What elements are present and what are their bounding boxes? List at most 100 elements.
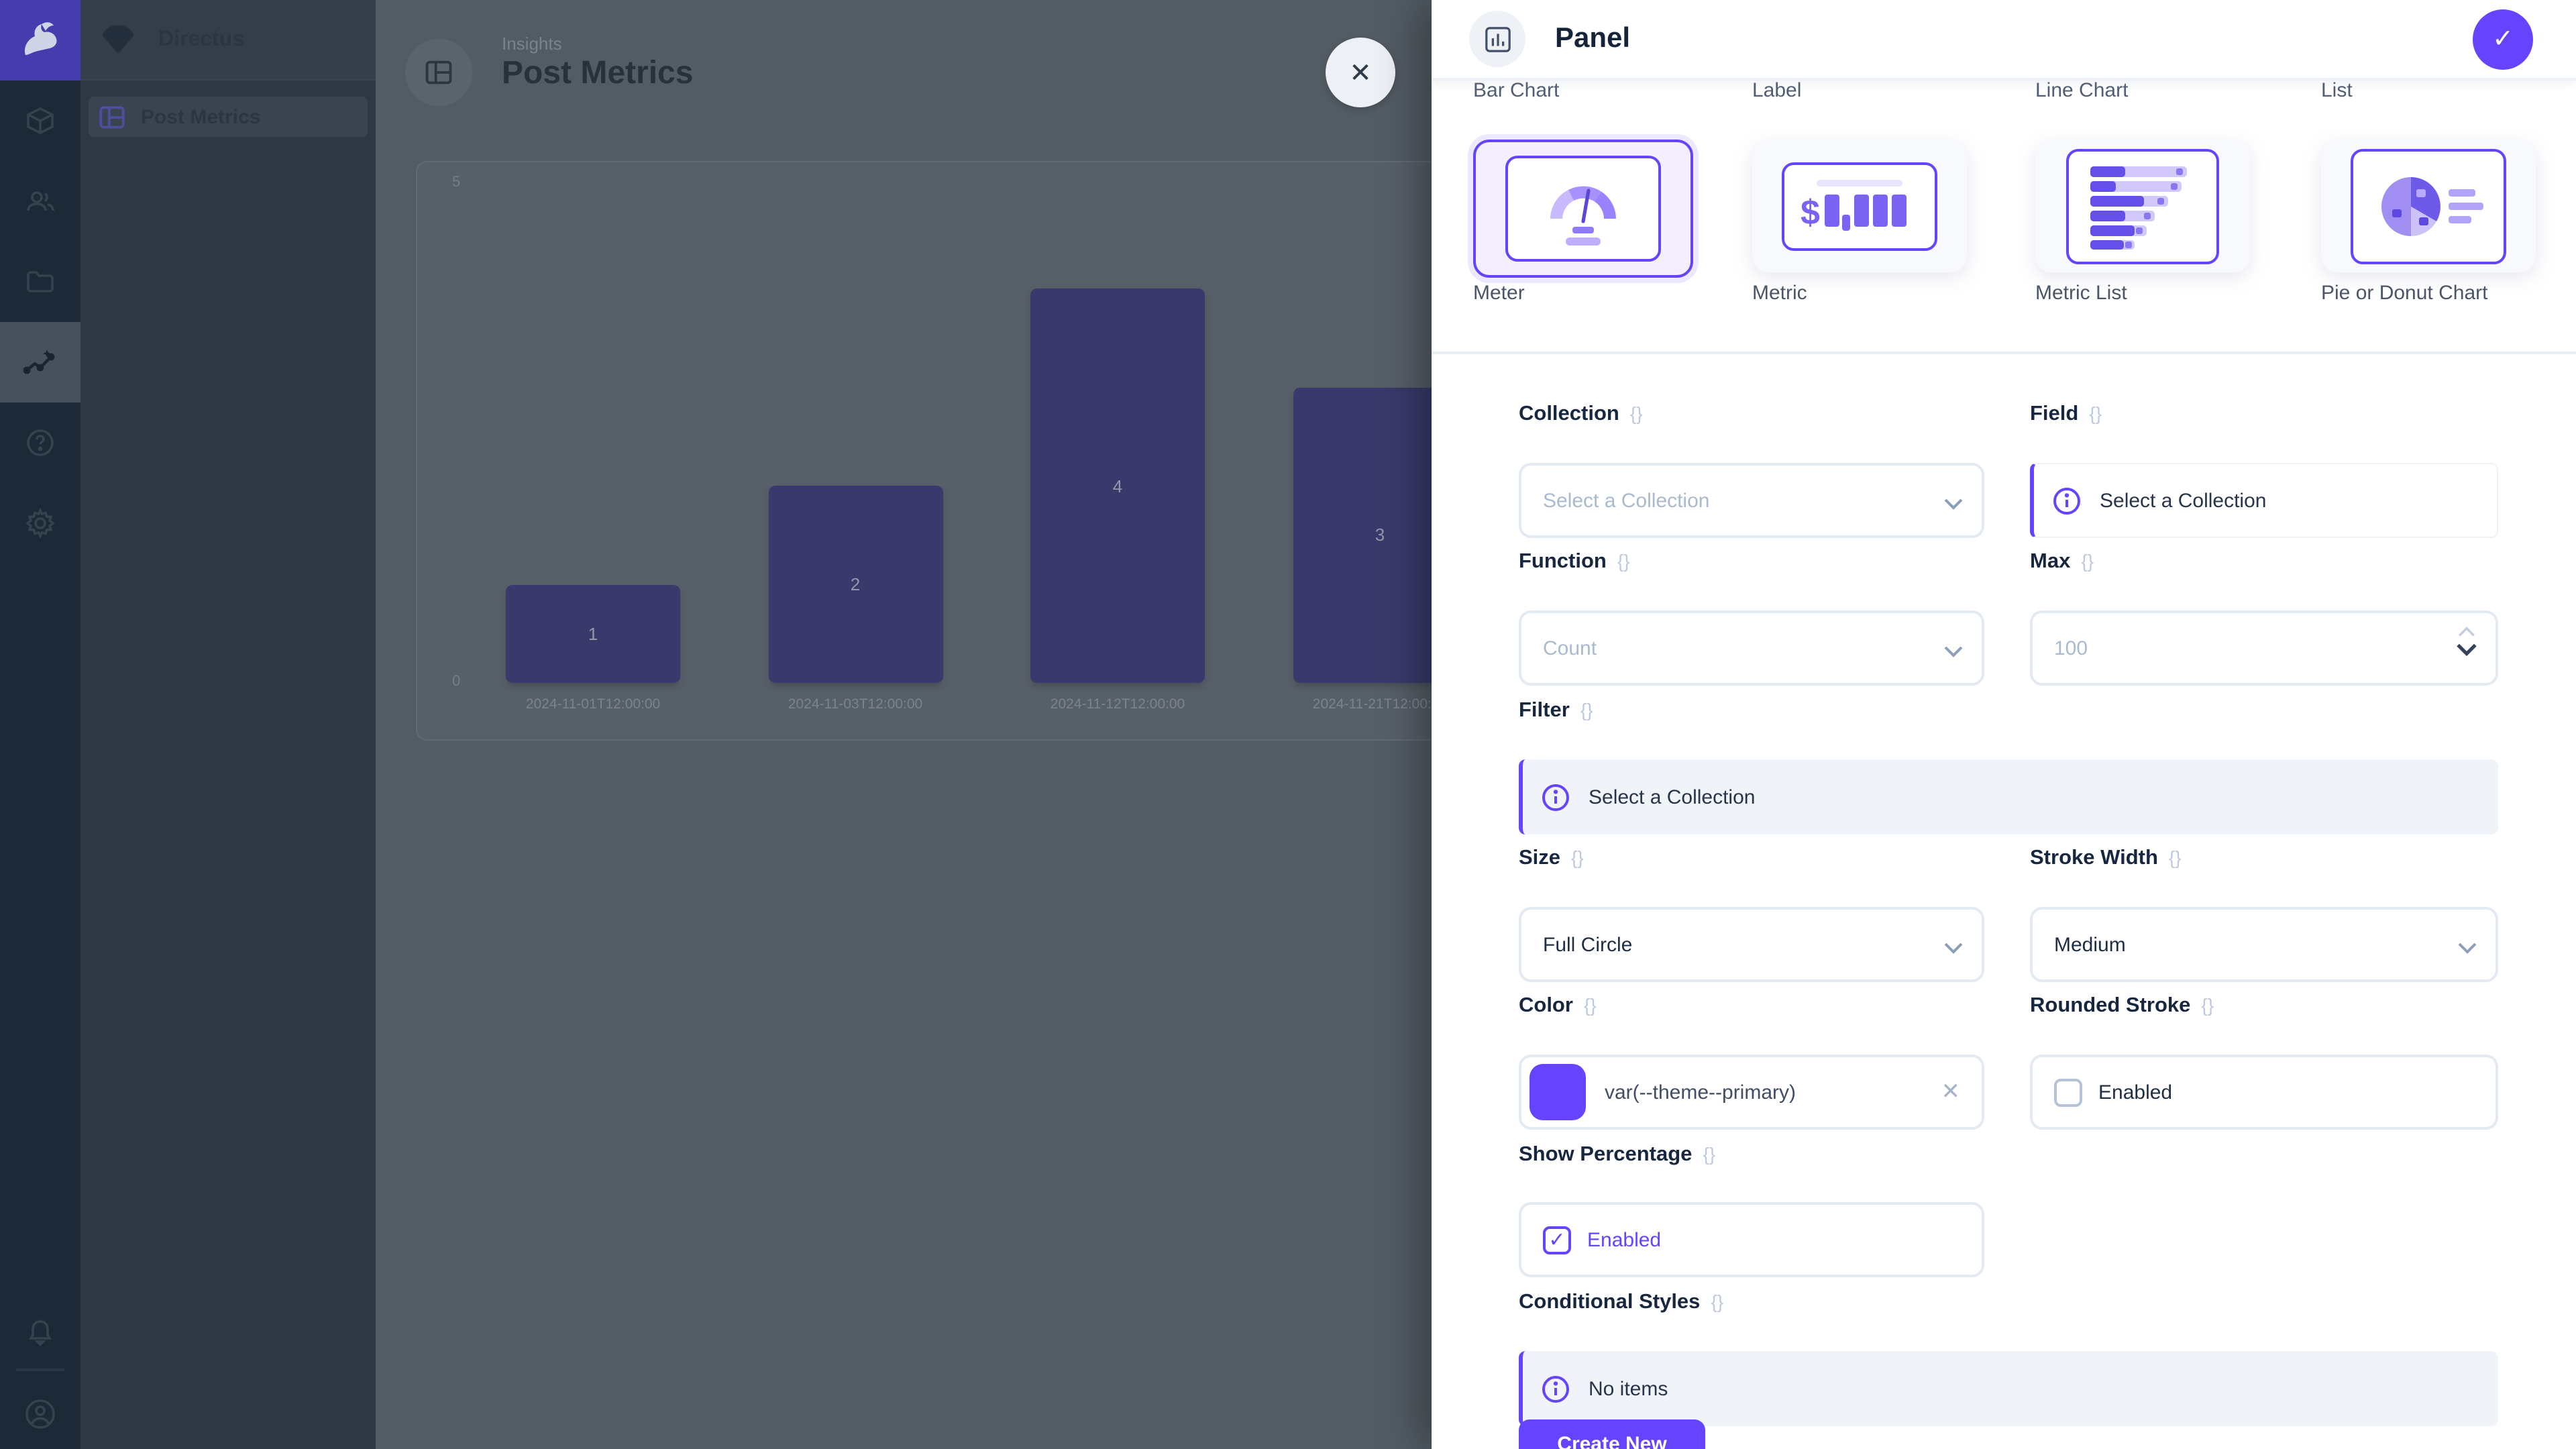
bar-value-label: 4 (1112, 476, 1123, 496)
bar-value-label: 1 (588, 623, 598, 644)
field-label-conditional-styles: Conditional Styles{} (1519, 1291, 1724, 1313)
sidebar-item-post-metrics[interactable]: Post Metrics (89, 97, 368, 137)
raw-value-icon[interactable]: {} (2081, 550, 2094, 572)
module-help[interactable] (0, 402, 80, 483)
notifications-button[interactable] (0, 1296, 80, 1371)
panel-type-card-metric[interactable]: $ (1752, 140, 1967, 272)
info-icon (1542, 1375, 1570, 1403)
directus-rabbit-icon (24, 22, 57, 55)
raw-value-icon[interactable]: {} (1703, 1143, 1716, 1165)
checkbox-checked[interactable]: ✓ (1543, 1226, 1571, 1254)
raw-value-icon[interactable]: {} (1617, 550, 1630, 572)
help-icon (27, 429, 54, 456)
module-insights[interactable] (0, 322, 80, 402)
y-axis-tick-max: 5 (452, 174, 461, 191)
panel-type-label: Meter (1473, 282, 1525, 305)
module-files[interactable] (0, 241, 80, 322)
bar-chart-plot: 1 2024-11-01T12:00:00 2 2024-11-03T12:00:00… (417, 162, 1598, 739)
collection-select[interactable]: Select a Collection (1519, 463, 1984, 538)
metric-icon: $ (1801, 179, 1907, 231)
project-name: Directus (158, 28, 245, 50)
chevron-down-icon (1944, 492, 1963, 517)
panel-type-caption: Line Chart (2035, 79, 2129, 102)
directus-logo-tile[interactable] (0, 0, 80, 80)
field-label-stroke-width: Stroke Width{} (2030, 847, 2182, 869)
module-bar (0, 0, 80, 1449)
panel-type-label: Metric (1752, 282, 1807, 305)
x-axis-label: 2024-11-01T12:00:00 (525, 696, 661, 712)
project-header[interactable]: Directus (80, 0, 376, 80)
drawer-header: Panel ✓ (1432, 0, 2576, 80)
conditional-styles-notice: No items (1519, 1351, 2498, 1426)
color-swatch[interactable] (1529, 1064, 1586, 1120)
svg-text:$: $ (1801, 193, 1820, 231)
color-input[interactable]: var(--theme--primary) ✕ (1519, 1055, 1984, 1130)
pie-donut-icon (2381, 176, 2483, 235)
y-axis-tick-min: 0 (452, 674, 461, 690)
dashboard-header: Insights Post Metrics ✕ (376, 0, 2576, 145)
dashboard-icon-button[interactable] (405, 39, 472, 106)
module-users[interactable] (0, 161, 80, 241)
clear-color-icon[interactable]: ✕ (1941, 1079, 1961, 1104)
stepper-down-icon[interactable] (2457, 643, 2477, 656)
bar: 2 (768, 486, 943, 683)
panel-icon-circle (1469, 11, 1525, 67)
info-icon (2053, 486, 2081, 515)
raw-value-icon[interactable]: {} (1629, 402, 1643, 424)
field-label-rounded-stroke: Rounded Stroke{} (2030, 994, 2214, 1017)
raw-value-icon[interactable]: {} (1571, 847, 1584, 868)
field-label-max: Max{} (2030, 550, 2094, 573)
module-bar-divider (16, 1368, 64, 1371)
breadcrumb: Insights (502, 34, 562, 54)
project-logo-icon (102, 25, 134, 52)
raw-value-icon[interactable]: {} (2168, 847, 2182, 868)
bar-value-label: 3 (1375, 525, 1385, 545)
field-notice: Select a Collection (2030, 463, 2498, 538)
show-percentage-checkbox-field[interactable]: ✓ Enabled (1519, 1202, 1984, 1277)
user-menu-button[interactable] (0, 1379, 80, 1449)
panel-chart-icon (1485, 26, 1510, 52)
module-settings[interactable] (0, 483, 80, 564)
size-select[interactable]: Full Circle (1519, 907, 1984, 982)
save-panel-button[interactable]: ✓ (2473, 9, 2533, 70)
meter-icon (1550, 185, 1616, 245)
field-label-collection: Collection{} (1519, 402, 1643, 425)
raw-value-icon[interactable]: {} (2089, 402, 2102, 424)
raw-value-icon[interactable]: {} (2201, 994, 2214, 1016)
stepper-up-icon[interactable] (2458, 627, 2475, 637)
insights-sparkline-icon (23, 350, 55, 374)
raw-value-icon[interactable]: {} (1583, 994, 1597, 1016)
close-drawer-button[interactable]: ✕ (1326, 38, 1395, 107)
panel-type-caption: Bar Chart (1473, 79, 1560, 102)
field-label-filter: Filter{} (1519, 699, 1593, 722)
bar-chart-panel[interactable]: 5 0 1 2024-11-01T12:00:00 2 2024-11-03T12:0… (416, 161, 1599, 741)
raw-value-icon[interactable]: {} (1711, 1291, 1724, 1312)
field-label-color: Color{} (1519, 994, 1597, 1017)
rounded-stroke-checkbox-field[interactable]: Enabled (2030, 1055, 2498, 1130)
avatar-icon (25, 1399, 55, 1429)
page-title: Post Metrics (502, 55, 694, 91)
bar: 1 (506, 584, 680, 683)
panel-type-card-pie[interactable] (2321, 140, 2536, 272)
metric-list-icon (2090, 166, 2187, 249)
filter-notice: Select a Collection (1519, 759, 2498, 835)
divider (1432, 352, 2576, 354)
module-content[interactable] (0, 80, 80, 161)
stroke-width-select[interactable]: Medium (2030, 907, 2498, 982)
raw-value-icon[interactable]: {} (1580, 699, 1593, 720)
create-new-button[interactable]: Create New (1519, 1419, 1705, 1449)
max-input[interactable]: 100 (2030, 610, 2498, 686)
number-stepper[interactable] (2457, 627, 2477, 656)
checkbox-unchecked[interactable] (2054, 1078, 2082, 1106)
gear-icon (25, 507, 55, 539)
field-label-show-percentage: Show Percentage{} (1519, 1143, 1716, 1166)
panel-type-card-metric-list[interactable] (2035, 140, 2250, 272)
function-select[interactable]: Count (1519, 610, 1984, 686)
x-axis-label: 2024-11-12T12:00:00 (1050, 696, 1185, 712)
info-icon (1542, 783, 1570, 811)
x-axis-label: 2024-11-21T12:00:00 (1312, 696, 1448, 712)
panel-type-card-meter[interactable] (1473, 140, 1693, 278)
bell-icon (28, 1320, 52, 1346)
bar-value-label: 2 (850, 574, 861, 594)
